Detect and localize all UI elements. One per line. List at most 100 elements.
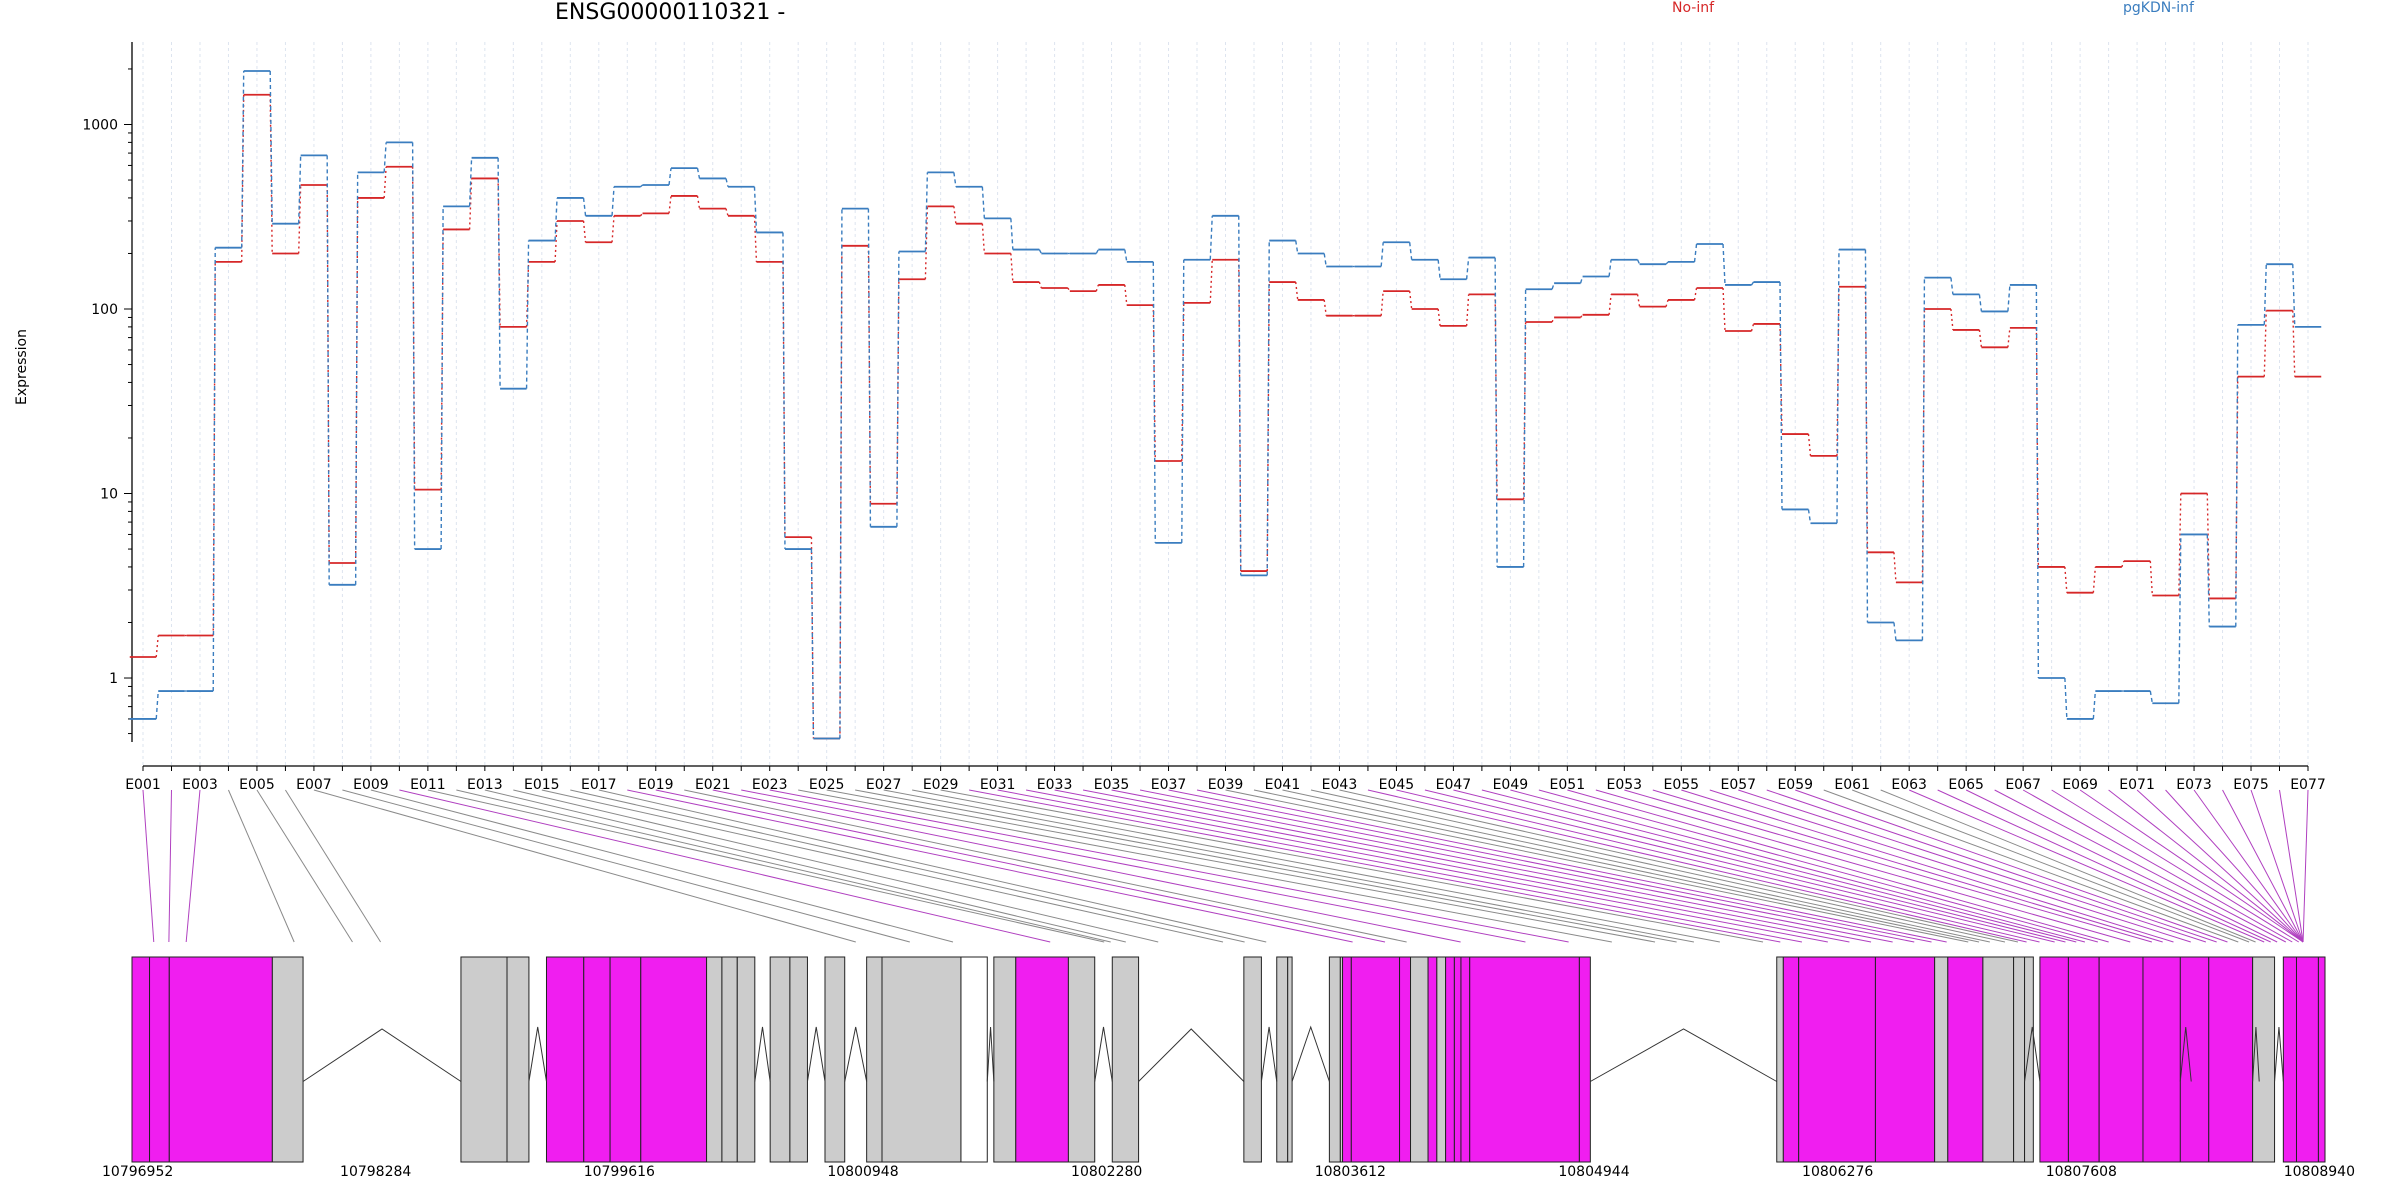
data-connector (241, 70, 245, 248)
x-tick-label: E073 (2176, 777, 2212, 793)
intron-line (844, 1026, 868, 1082)
data-connector (269, 94, 273, 254)
x-tick-label: E065 (1948, 777, 1984, 793)
exon-block (460, 956, 508, 1163)
exon-block-highlighted (1874, 956, 1936, 1163)
data-connector (2178, 493, 2182, 596)
x-tick-label: E027 (866, 777, 902, 793)
data-connector (212, 247, 216, 692)
data-connector (2149, 690, 2154, 704)
data-connector (1209, 259, 1213, 303)
exon-connector-line (997, 789, 1803, 943)
data-connector (297, 155, 302, 224)
exon-block (506, 956, 530, 1163)
exon-connector-line (1681, 789, 2174, 943)
intron-line (1260, 1026, 1278, 1082)
exon-connector-line (2250, 789, 2304, 943)
exon-connector-line (427, 789, 1105, 943)
exon-block (706, 956, 723, 1163)
coordinate-label: 10803612 (1315, 1164, 1386, 1180)
exon-connector-line (1196, 789, 1947, 943)
x-tick-label: E001 (125, 777, 161, 793)
exon-connector-line (1880, 789, 2256, 943)
exon-block (866, 956, 883, 1163)
intron-line (2274, 1026, 2284, 1082)
legend-pgkdn-inf: pgKDN-inf (2123, 0, 2194, 16)
data-connector (1380, 291, 1384, 316)
data-connector (468, 157, 473, 207)
data-connector (981, 186, 986, 219)
x-tick-label: E035 (1094, 777, 1130, 793)
exon-connector-line (2108, 789, 2304, 943)
data-connector (2206, 534, 2210, 627)
exon-connector-line (1339, 789, 2019, 943)
data-connector (753, 186, 758, 233)
data-connector (525, 240, 530, 389)
data-connector (497, 157, 501, 389)
x-tick-label: E031 (980, 777, 1016, 793)
data-connector (810, 537, 815, 739)
exon-connector-line (1908, 789, 2265, 943)
exon-connector-line (912, 789, 1720, 943)
data-connector (867, 245, 872, 504)
exon-block-highlighted (1427, 956, 1438, 1163)
intron-line (302, 1028, 462, 1082)
x-tick-label: E011 (410, 777, 446, 793)
data-connector (1779, 282, 1783, 510)
data-connector (924, 172, 929, 252)
data-connector (1551, 317, 1555, 323)
x-tick-label: E071 (2119, 777, 2155, 793)
data-connector (1152, 261, 1156, 543)
data-connector (924, 206, 929, 280)
exon-block-highlighted (1460, 956, 1471, 1163)
exon-connector-line (655, 789, 1386, 943)
exon-block-highlighted (545, 956, 585, 1163)
exon-block (1287, 956, 1293, 1163)
exon-block (881, 956, 962, 1163)
exon-block (1410, 956, 1429, 1163)
data-connector (1095, 284, 1099, 292)
data-connector (725, 178, 729, 187)
exon-connector-line (598, 789, 1267, 943)
exon-block-highlighted (2039, 956, 2069, 1163)
data-connector (1380, 242, 1384, 267)
exon-connector-line (2079, 789, 2304, 943)
data-connector (2092, 566, 2097, 593)
exon-block-highlighted (2208, 956, 2254, 1163)
exon-connector-line (1994, 789, 2287, 943)
data-connector (1551, 282, 1555, 290)
data-connector (839, 208, 843, 739)
chart-title: ENSG00000110321 - (555, 0, 786, 25)
exon-connector-line (285, 789, 382, 943)
data-connector (269, 70, 273, 224)
exon-block (271, 956, 304, 1163)
data-connector (1950, 277, 1954, 295)
exon-block (2013, 956, 2026, 1163)
y-tick-label: 10 (100, 487, 118, 503)
coordinate-label: 10806276 (1802, 1164, 1873, 1180)
data-connector (1408, 291, 1413, 310)
data-connector (582, 220, 587, 243)
exon-connector-line (741, 789, 1526, 943)
exon-block-highlighted (131, 956, 151, 1163)
exon-connector-line (1054, 789, 1850, 943)
data-connector (1323, 253, 1327, 267)
data-connector (981, 223, 986, 254)
x-tick-label: E069 (2062, 777, 2098, 793)
data-connector (1437, 259, 1441, 280)
exon-connector-line (2302, 789, 2309, 943)
exon-connector-line (1510, 789, 2086, 943)
data-connector (611, 186, 615, 216)
data-connector (782, 261, 786, 538)
exon-connector-line (826, 789, 1656, 943)
gene-model: 10796952 10798284 10799616 10800948 10802280… (102, 956, 2355, 1180)
exon-connectors (142, 789, 2309, 943)
exon-block-highlighted (2295, 956, 2319, 1163)
data-connector (1608, 259, 1612, 277)
data-connector (1580, 314, 1584, 318)
data-connector (2263, 264, 2267, 325)
exon-connector-line (1766, 789, 2217, 943)
data-connector (2178, 534, 2182, 704)
data-connector (1807, 509, 1812, 524)
x-tick-label: E037 (1151, 777, 1187, 793)
